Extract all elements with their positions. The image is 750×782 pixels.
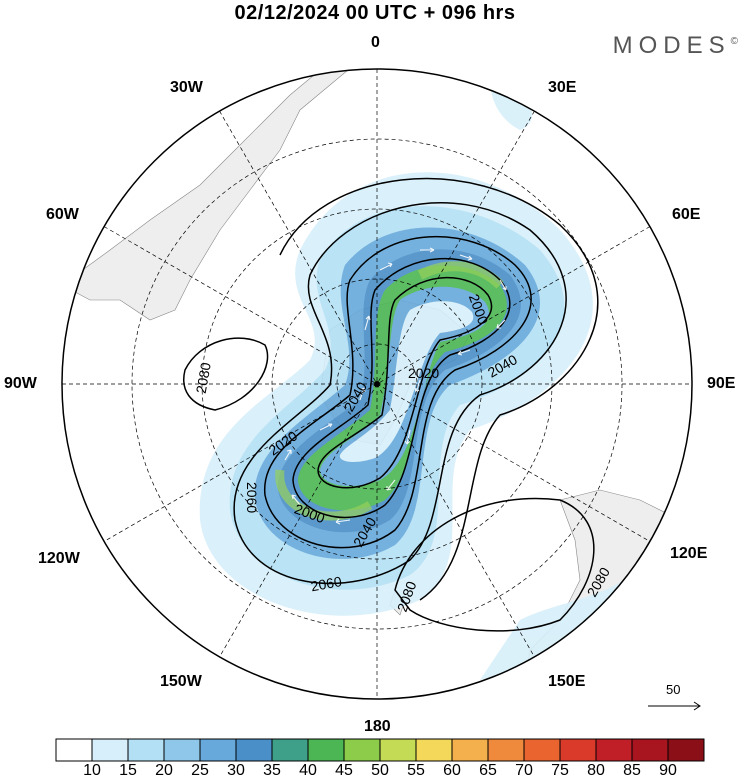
lon-label-150w: 150W	[160, 673, 202, 690]
lon-label-0: 0	[371, 34, 380, 51]
contour-label: 2060	[309, 573, 343, 594]
lon-label-30w: 30W	[170, 79, 203, 96]
contour-label: 2060	[244, 482, 260, 513]
colorbar-label: 10	[83, 762, 101, 779]
colorbar-label: 70	[515, 762, 533, 779]
colorbar-label: 20	[155, 762, 173, 779]
lon-label-60e: 60E	[672, 206, 701, 223]
lon-label-150e: 150E	[548, 673, 586, 690]
colorbar-swatch	[91, 738, 129, 762]
colorbar-swatch	[631, 738, 669, 762]
colorbar-label: 60	[443, 762, 461, 779]
colorbar-label: 45	[335, 762, 353, 779]
colorbar-label: 40	[299, 762, 317, 779]
colorbar	[55, 738, 705, 762]
colorbar-swatch	[595, 738, 633, 762]
lon-label-120w: 120W	[38, 550, 80, 567]
brand-logo: MODES©	[612, 32, 738, 59]
colorbar-swatch	[379, 738, 417, 762]
lon-label-60w: 60W	[46, 206, 79, 223]
map-boundary	[61, 68, 693, 700]
lon-label-120e: 120E	[670, 545, 708, 562]
lon-label-30e: 30E	[548, 79, 577, 96]
colorbar-swatch	[199, 738, 237, 762]
reference-vector-label: 50	[666, 682, 681, 697]
lon-label-180: 180	[364, 718, 391, 735]
colorbar-label: 75	[551, 762, 569, 779]
reference-vector-arrow	[648, 701, 701, 711]
colorbar-swatch	[667, 738, 705, 762]
colorbar-swatch	[415, 738, 453, 762]
south-america-land	[62, 69, 361, 321]
height-contours	[183, 177, 599, 632]
colorbar-label: 15	[119, 762, 137, 779]
colorbar-label: 30	[227, 762, 245, 779]
colorbar-swatch	[307, 738, 345, 762]
colorbar-label: 65	[479, 762, 497, 779]
contour-label: 2020	[408, 365, 439, 381]
colorbar-label: 90	[659, 762, 677, 779]
colorbar-swatch	[163, 738, 201, 762]
map-title: 02/12/2024 00 UTC + 096 hrs	[234, 2, 516, 24]
colorbar-label: 35	[263, 762, 281, 779]
colorbar-label: 55	[407, 762, 425, 779]
colorbar-swatch	[271, 738, 309, 762]
colorbar-label: 80	[587, 762, 605, 779]
south-pole-dot	[374, 381, 380, 387]
colorbar-swatch	[343, 738, 381, 762]
colorbar-label: 85	[623, 762, 641, 779]
lon-label-90w: 90W	[4, 375, 37, 392]
colorbar-swatch	[127, 738, 165, 762]
colorbar-swatch	[235, 738, 273, 762]
colorbar-swatch	[55, 738, 93, 762]
colorbar-label: 50	[371, 762, 389, 779]
colorbar-label: 25	[191, 762, 209, 779]
contour-label: 2080	[193, 361, 214, 395]
colorbar-swatch	[559, 738, 597, 762]
lon-label-90e: 90E	[707, 375, 736, 392]
colorbar-swatch	[523, 738, 561, 762]
colorbar-swatch	[451, 738, 489, 762]
colorbar-swatch	[487, 738, 525, 762]
